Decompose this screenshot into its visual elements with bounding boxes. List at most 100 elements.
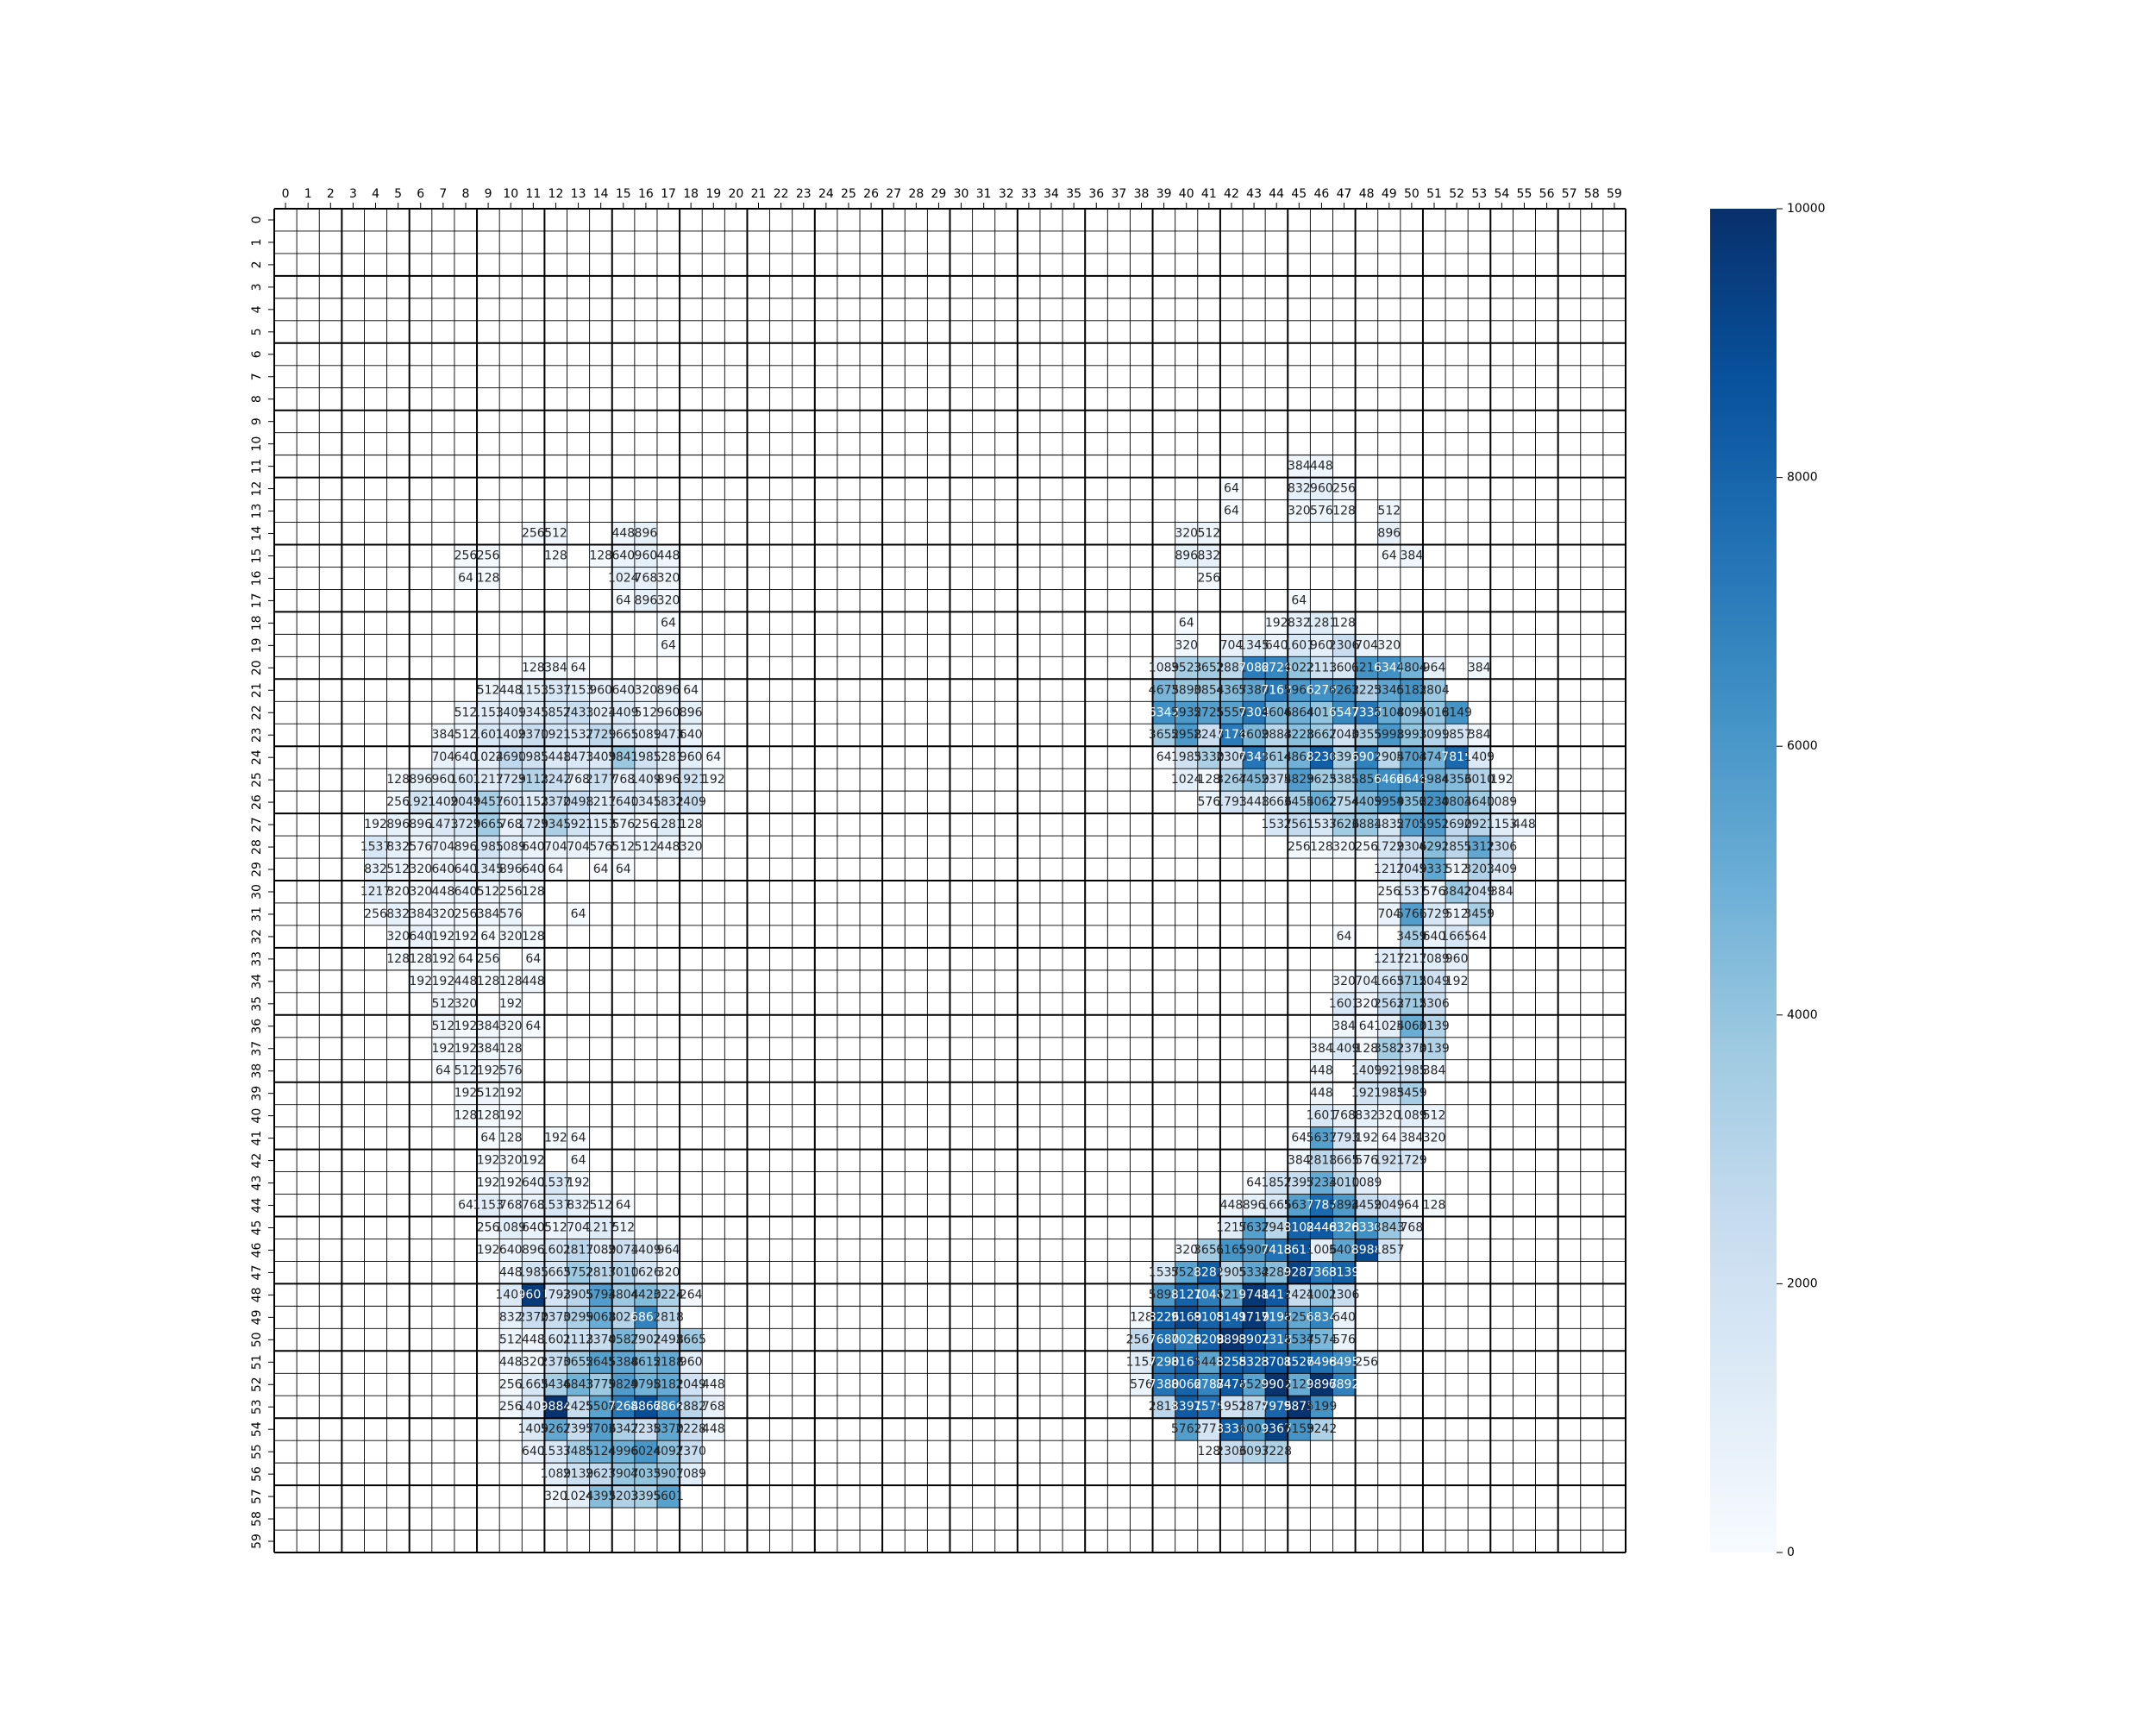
heatmap-cell	[477, 768, 500, 792]
heatmap-cell	[409, 768, 432, 792]
heatmap-cell	[1288, 1328, 1311, 1352]
heatmap-cell	[1377, 1239, 1401, 1262]
heatmap-cell	[1310, 1082, 1333, 1105]
heatmap-cell	[1243, 1328, 1266, 1352]
heatmap-cell	[477, 969, 500, 993]
cell-value-label: 320	[635, 683, 658, 697]
heatmap-cell	[656, 1396, 680, 1419]
cell-value-label: 640	[611, 683, 635, 697]
y-tick-label: 58	[250, 1511, 264, 1527]
colorbar-tick-label: 0	[1787, 1546, 1795, 1559]
heatmap-cell	[1445, 724, 1469, 747]
heatmap-cell	[611, 768, 635, 792]
heatmap-cell	[1400, 858, 1423, 881]
heatmap-cell	[1265, 701, 1288, 724]
heatmap-cell	[477, 1082, 500, 1105]
cell-value-label: 64	[1404, 1199, 1420, 1213]
heatmap-cell	[1377, 679, 1401, 702]
heatmap-cell	[477, 724, 500, 747]
cell-value-label: 3139	[1419, 1042, 1450, 1056]
heatmap-cell	[1400, 992, 1423, 1015]
heatmap-cell	[477, 567, 500, 590]
heatmap-cell	[589, 724, 612, 747]
cell-value-label: 256	[454, 549, 478, 562]
cell-value-label: 448	[1310, 1087, 1333, 1101]
heatmap-cell	[1445, 768, 1469, 792]
heatmap-cell	[634, 1351, 657, 1374]
heatmap-cell	[1197, 522, 1220, 545]
colorbar-tick-label: 10000	[1787, 202, 1826, 216]
heatmap-cell	[1197, 1306, 1220, 1329]
x-tick-label: 36	[1088, 187, 1104, 201]
heatmap-cell	[1243, 1373, 1266, 1396]
heatmap-cell	[1332, 1239, 1356, 1262]
heatmap-cell	[634, 1239, 657, 1262]
colorbar-tick-label: 2000	[1787, 1276, 1818, 1290]
cell-value-label: 320	[1423, 1132, 1446, 1145]
cell-value-label: 256	[454, 907, 478, 921]
y-tick-label: 57	[250, 1489, 264, 1504]
heatmap-cell	[1377, 992, 1401, 1015]
heatmap-cell	[1377, 701, 1401, 724]
heatmap-cell	[499, 768, 523, 792]
cell-value-label: 192	[432, 975, 455, 988]
cell-value-label: 128	[522, 661, 545, 674]
heatmap-cell	[1468, 858, 1491, 881]
cell-value-label: 3804	[1419, 683, 1450, 697]
heatmap-cell	[680, 791, 703, 814]
cell-value-label: 256	[477, 952, 500, 966]
heatmap-cell	[1355, 768, 1378, 792]
heatmap-cell	[1445, 791, 1469, 814]
heatmap-cell	[1152, 1396, 1175, 1419]
cell-value-label: 384	[1468, 661, 1491, 674]
heatmap-cell	[1243, 1418, 1266, 1441]
heatmap-cell	[1175, 1239, 1198, 1262]
cell-value-label: 320	[386, 930, 410, 944]
x-tick-label: 13	[571, 187, 586, 201]
cell-value-label: 576	[611, 818, 635, 831]
cell-value-label: 384	[1468, 728, 1491, 742]
heatmap-cell	[1243, 1306, 1266, 1329]
cell-value-label: 192	[1490, 773, 1514, 787]
x-tick-label: 38	[1134, 187, 1150, 201]
heatmap-cell	[522, 1306, 545, 1329]
heatmap-cell	[1310, 679, 1333, 702]
cell-value-label: 384	[544, 661, 567, 674]
heatmap-cell	[1310, 1418, 1333, 1441]
cell-value-label: 64	[571, 1154, 586, 1168]
y-tick-label: 33	[250, 951, 264, 967]
cell-value-label: 2370	[675, 1445, 706, 1458]
y-tick-label: 37	[250, 1041, 264, 1057]
cell-value-label: 64	[480, 930, 496, 944]
heatmap-cell	[1243, 1216, 1266, 1239]
heatmap-cell	[1265, 724, 1288, 747]
cell-value-label: 64	[571, 1132, 586, 1145]
x-tick-label: 18	[683, 187, 699, 201]
heatmap-cell	[634, 1261, 657, 1284]
heatmap-cell	[611, 1261, 635, 1284]
heatmap-cell	[386, 947, 410, 970]
cell-value-label: 512	[1423, 1109, 1446, 1123]
heatmap-cell	[1332, 499, 1356, 523]
cell-value-label: 64	[616, 593, 631, 607]
heatmap-cell	[454, 1014, 478, 1038]
heatmap-cell	[1377, 768, 1401, 792]
heatmap-cell	[431, 947, 454, 970]
y-tick-label: 16	[250, 570, 264, 586]
heatmap-cell	[1355, 1216, 1378, 1239]
heatmap-cell	[499, 1059, 523, 1082]
heatmap-cell	[1288, 634, 1311, 657]
heatmap-cell	[1197, 1418, 1220, 1441]
cell-value-label: 384	[1288, 460, 1311, 474]
heatmap-cell	[1422, 992, 1446, 1015]
heatmap-cell	[1288, 701, 1311, 724]
cell-value-label: 512	[477, 1087, 500, 1101]
cell-value-label: 128	[522, 930, 545, 944]
heatmap-cell	[1332, 992, 1356, 1015]
heatmap-cell	[611, 746, 635, 769]
heatmap-cell	[1377, 656, 1401, 680]
heatmap-cell	[611, 813, 635, 837]
heatmap-cell	[1377, 1194, 1401, 1217]
heatmap-cell	[522, 1373, 545, 1396]
x-tick-label: 57	[1562, 187, 1577, 201]
